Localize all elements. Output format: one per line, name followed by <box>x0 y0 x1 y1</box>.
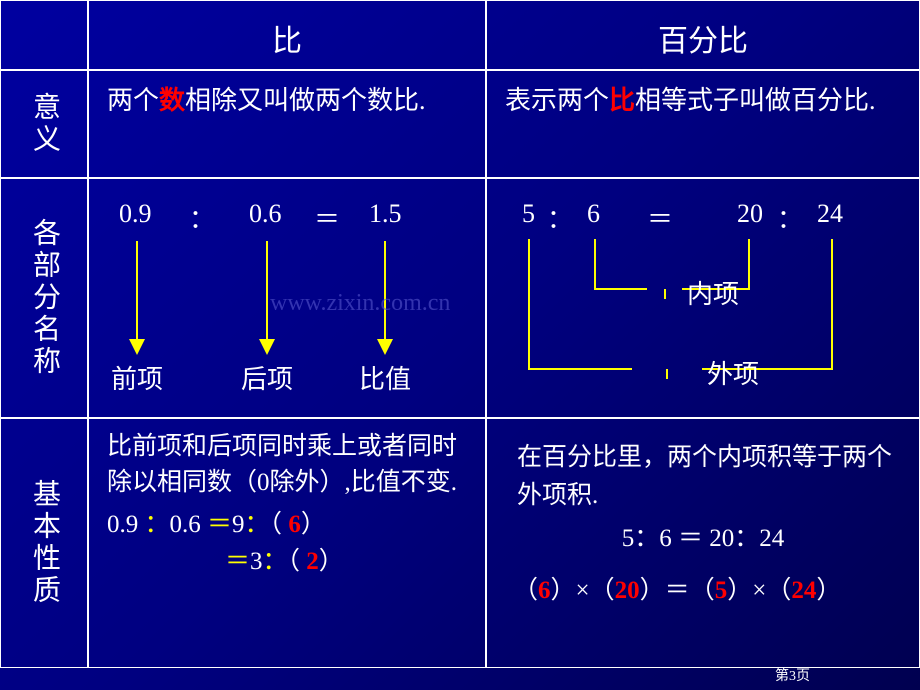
expr-a: 0.9 <box>119 199 152 229</box>
expr-c: 1.5 <box>369 199 402 229</box>
header-percent: 百分比 <box>486 0 920 70</box>
v: ： <box>245 511 270 538</box>
label-parts: 各部分名称 <box>0 178 88 418</box>
basic-right-prod: （6）×（20）＝（5）×（24） <box>505 572 901 610</box>
basic-right-eq: 5：6 ＝ 20：24 <box>505 520 901 558</box>
basic-left-eq1: 0.9 ：0.6 ＝9：（ 6） <box>107 506 467 544</box>
label-hou: 后项 <box>241 359 293 396</box>
v: ） <box>319 548 344 575</box>
meaning-ratio: 两个数相除又叫做两个数比. <box>88 70 486 178</box>
v: 20 <box>615 577 640 604</box>
v: ） <box>816 577 841 604</box>
label-basic: 基本性质 <box>0 418 88 668</box>
expr-eq: ＝ <box>647 199 673 236</box>
header-ratio: 比 <box>88 0 486 70</box>
basic-percent: 在百分比里，两个内项积等于两个外项积. 5：6 ＝ 20：24 （6）×（20）… <box>486 418 920 668</box>
label-meaning: 意义 <box>0 70 88 178</box>
expr-colon: ： <box>547 199 573 236</box>
text: 两个 <box>107 86 159 115</box>
expr-colon: ： <box>189 199 215 236</box>
text: 相等式子叫做百分比. <box>635 86 876 115</box>
v: 9 <box>232 511 245 538</box>
expr-20: 20 <box>737 199 763 229</box>
label-nei: 内项 <box>687 274 739 311</box>
v: 3 <box>250 548 263 575</box>
v: ） <box>640 577 665 604</box>
v: ： <box>263 548 288 575</box>
basic-right-text: 在百分比里，两个内项积等于两个外项积. <box>505 439 901 514</box>
v: 6 <box>288 511 301 538</box>
expr-eq: ＝ <box>314 199 340 236</box>
v: 24 <box>791 577 816 604</box>
comparison-table: 比 百分比 意义 各部分名称 基本性质 两个数相除又叫做两个数比. 表示两个比相… <box>0 0 920 690</box>
v: ＝ <box>225 548 250 575</box>
v: ＝ <box>665 577 690 604</box>
v: × <box>576 577 590 604</box>
parts-percent: 5 ： 6 ＝ 20 ： 24 内项 外项 <box>486 178 920 418</box>
expr-24: 24 <box>817 199 843 229</box>
header-blank <box>0 0 88 70</box>
v: （ <box>590 577 615 604</box>
v: （ <box>513 577 538 604</box>
expr-b: 0.6 <box>249 199 282 229</box>
v: 0.6 <box>170 511 201 538</box>
v: （ <box>766 577 791 604</box>
v: ） <box>301 511 326 538</box>
text: 表示两个 <box>505 86 609 115</box>
page-number: 第3页 <box>775 665 810 685</box>
label-bi: 比值 <box>359 359 411 396</box>
expr-5: 5 <box>522 199 535 229</box>
v: 0.9 <box>107 511 138 538</box>
v: （ <box>288 548 301 575</box>
basic-left-eq2: ＝3：（ 2） <box>107 543 467 581</box>
v: ＝ <box>207 511 232 538</box>
v: ） <box>551 577 576 604</box>
v: 2 <box>306 548 319 575</box>
basic-ratio: 比前项和后项同时乘上或者同时除以相同数（0除外）,比值不变. 0.9 ：0.6 … <box>88 418 486 668</box>
text: 相除又叫做两个数比. <box>185 86 426 115</box>
v: （ <box>690 577 715 604</box>
label-wai: 外项 <box>707 354 759 391</box>
v: 5 <box>715 577 728 604</box>
v: × <box>752 577 766 604</box>
v: 6 <box>538 577 551 604</box>
v: ： <box>145 511 170 538</box>
red-text: 数 <box>159 86 185 115</box>
v: （ <box>270 511 283 538</box>
parts-ratio: 0.9 ： 0.6 ＝ 1.5 前项 后项 比值 <box>88 178 486 418</box>
meaning-percent: 表示两个比相等式子叫做百分比. <box>486 70 920 178</box>
expr-colon2: ： <box>777 199 803 236</box>
red-text: 比 <box>609 86 635 115</box>
label-qian: 前项 <box>111 359 163 396</box>
basic-left-text: 比前项和后项同时乘上或者同时除以相同数（0除外）,比值不变. <box>107 429 467 502</box>
expr-6: 6 <box>587 199 600 229</box>
v: ） <box>727 577 752 604</box>
